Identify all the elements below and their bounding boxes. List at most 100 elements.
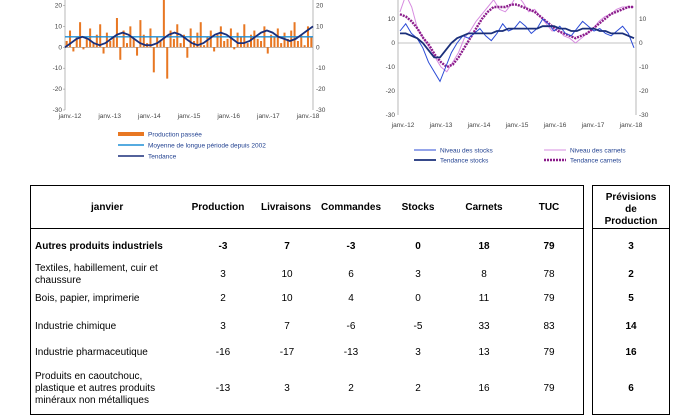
row-value: 0 <box>415 293 421 304</box>
production-bar <box>169 30 172 48</box>
production-bar <box>105 32 108 48</box>
legend-label: Niveau des carnets <box>570 148 626 155</box>
row-value: -3 <box>346 241 356 252</box>
row-value: 3 <box>220 269 226 280</box>
header-forecast-1: Prévisions <box>605 192 657 203</box>
y-tick-right: -30 <box>316 107 326 114</box>
y-tick-right: 20 <box>316 2 324 9</box>
y-tick-right: -20 <box>316 86 326 93</box>
production-bar <box>136 47 139 56</box>
header-month: janvier <box>91 202 124 213</box>
stocks-level-line <box>399 18 635 83</box>
x-tick-label: janv.-16 <box>543 122 567 129</box>
stocks-carnets-chart-svg: 10 10 0 0 -10 -10 -20 -20 -30 -30 janv.-12 janv.-13… <box>386 0 649 165</box>
production-bar <box>159 41 162 48</box>
x-tick-label: janv.-12 <box>391 122 415 129</box>
row-value: 10 <box>281 293 293 304</box>
production-bar <box>102 47 105 54</box>
row-value: 3 <box>415 269 421 280</box>
indicators-table: janvier Production Livraisons Commandes … <box>30 185 584 415</box>
header-production: Production <box>191 202 245 213</box>
production-bar <box>176 24 179 48</box>
production-bar <box>290 30 293 48</box>
y-tick-left: -10 <box>386 64 396 71</box>
row-value: 7 <box>284 321 290 332</box>
row-forecast-value: 6 <box>628 383 634 394</box>
production-bar <box>125 43 129 48</box>
row-forecast-value: 3 <box>628 241 634 252</box>
row-value: 2 <box>348 383 354 394</box>
y-tick-left: 0 <box>391 40 395 47</box>
production-bar <box>82 47 85 50</box>
row-value: 7 <box>284 241 290 252</box>
row-value: -6 <box>346 321 356 332</box>
production-bar <box>199 22 202 48</box>
production-bar <box>260 41 263 48</box>
row-value: -5 <box>413 321 423 332</box>
row-value: 8 <box>481 269 487 280</box>
legend-label: Moyenne de longue période depuis 2002 <box>148 143 266 150</box>
trend-line <box>64 25 314 49</box>
production-bar <box>236 32 239 48</box>
production-bar <box>149 28 152 48</box>
forecast-table: Prévisions de Production 3 2 5 14 16 6 <box>592 185 670 415</box>
production-bar <box>280 43 283 48</box>
row-label: Industrie pharmaceutique <box>35 347 148 358</box>
legend-label: Niveau des stocks <box>440 148 493 155</box>
row-value: 16 <box>478 383 490 394</box>
y-tick-left: -20 <box>53 86 63 93</box>
row-value: -13 <box>343 347 359 358</box>
row-label: Produits en caoutchouc, plastique et aut… <box>35 371 156 406</box>
production-bar <box>152 47 155 73</box>
stocks-trend-line <box>400 25 635 59</box>
production-bar <box>286 38 289 48</box>
production-bar <box>132 38 135 48</box>
y-tick-right: -10 <box>639 64 649 71</box>
production-bar <box>189 28 192 48</box>
y-tick-left: 20 <box>55 2 63 9</box>
production-bar <box>196 32 199 48</box>
y-tick-right: 10 <box>639 16 647 23</box>
legend-label: Tendance <box>148 154 177 161</box>
production-bar <box>256 38 259 48</box>
production-bar <box>209 30 212 48</box>
y-tick-right: 10 <box>316 23 324 30</box>
y-tick-left: -30 <box>386 112 396 119</box>
production-bar <box>156 36 159 48</box>
production-bar <box>166 47 169 79</box>
header-carnets: Carnets <box>465 202 503 213</box>
row-label: Textiles, habillement, cuir et chaussure <box>35 263 158 286</box>
production-bar <box>65 41 68 48</box>
y-tick-right: 0 <box>316 44 320 51</box>
x-tick-label: janv.-13 <box>429 122 453 129</box>
production-bar <box>122 30 125 48</box>
production-bar <box>239 36 242 48</box>
production-bar <box>69 30 72 48</box>
y-tick-left: -30 <box>53 107 63 114</box>
production-bar <box>182 34 185 48</box>
production-bar <box>112 36 115 48</box>
row-value: 79 <box>543 347 555 358</box>
y-tick-right: 0 <box>639 40 643 47</box>
production-bar <box>270 34 273 48</box>
production-bar <box>79 22 82 48</box>
carnets-level-line <box>399 0 634 73</box>
production-bar <box>253 30 256 48</box>
production-bar <box>115 18 118 48</box>
x-tick-label: janv.-18 <box>296 113 320 120</box>
row-forecast-value: 14 <box>625 321 637 332</box>
header-forecast-3: Production <box>604 216 658 227</box>
header-livraisons: Livraisons <box>260 202 312 213</box>
row-forecast-value: 2 <box>628 269 634 280</box>
row-label: Autres produits industriels <box>35 241 163 252</box>
row-forecast-value: 16 <box>625 347 637 358</box>
row-value: 3 <box>220 321 226 332</box>
header-stocks: Stocks <box>401 202 435 213</box>
row-value: 18 <box>478 241 490 252</box>
legend-label: Tendance carnets <box>570 158 622 165</box>
production-bar <box>246 43 249 48</box>
y-tick-left: 10 <box>55 23 63 30</box>
x-tick-label: janv.-15 <box>177 113 201 120</box>
production-bar <box>303 45 306 48</box>
